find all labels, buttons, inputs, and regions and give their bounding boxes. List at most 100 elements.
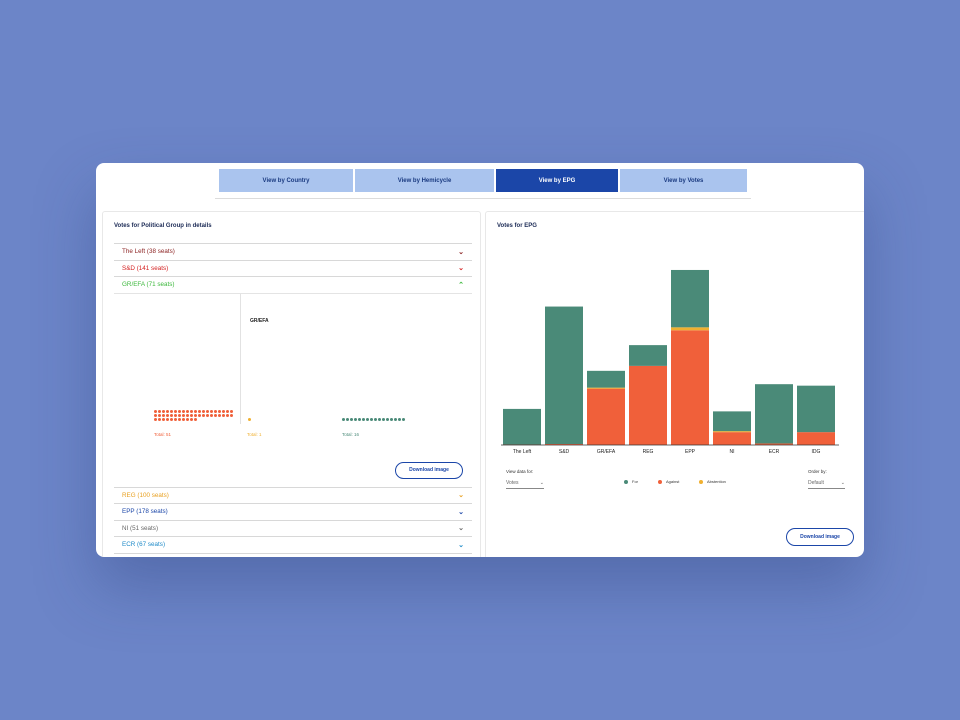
bar-segment-against[interactable] — [797, 432, 835, 445]
vote-dot — [214, 409, 217, 413]
vote-dot — [210, 409, 213, 413]
vote-dot — [362, 417, 365, 421]
vote-dot — [230, 413, 233, 417]
tab-view-by-country[interactable]: View by Country — [219, 169, 353, 192]
bar-segment-for[interactable] — [755, 384, 793, 444]
for-total: Total: 16 — [342, 431, 360, 437]
accordion-item-epp[interactable]: EPP (178 seats) ⌄ — [114, 503, 472, 520]
vote-dot — [186, 417, 189, 421]
order-by-value: Default — [808, 480, 824, 486]
vote-dot — [214, 413, 217, 417]
bar-segment-for[interactable] — [545, 306, 583, 445]
bar-segment-abstention[interactable] — [587, 387, 625, 389]
vote-dot — [178, 413, 181, 417]
accordion-item-ni[interactable]: NI (51 seats) ⌄ — [114, 519, 472, 537]
vote-dot — [354, 417, 357, 421]
vote-dot — [350, 417, 353, 421]
vote-dot — [186, 409, 189, 413]
group-name: GR/EFA — [250, 317, 269, 324]
chevron-down-icon: ⌄ — [458, 492, 464, 500]
tabs-divider — [215, 198, 751, 199]
chevron-down-icon: ⌄ — [458, 265, 464, 273]
vote-dot — [386, 417, 389, 421]
accordion-item-the-left[interactable]: The Left (38 seats) ⌄ — [114, 243, 472, 260]
legend-label: For — [632, 479, 638, 484]
legend-for: For — [624, 479, 638, 484]
bar-segment-for[interactable] — [671, 269, 709, 328]
accordion-item-gr-efa[interactable]: GR/EFA (71 seats) ⌃ — [114, 276, 472, 293]
tab-view-by-epg[interactable]: View by EPG — [496, 169, 618, 192]
vote-dot — [170, 417, 173, 421]
view-data-label: View data for: — [506, 469, 534, 474]
x-tick-label: REG — [643, 449, 654, 455]
accordion-label: The Left (38 seats) — [122, 248, 175, 256]
bar-segment-for[interactable] — [629, 345, 667, 366]
accordion-item-sd[interactable]: S&D (141 seats) ⌄ — [114, 259, 472, 277]
accordion-item-cut-off[interactable] — [114, 552, 472, 558]
bar-segment-for[interactable] — [587, 370, 625, 388]
accordion-label: ECR (67 seats) — [122, 541, 166, 549]
vote-dot — [366, 417, 369, 421]
download-image-button[interactable]: Download image — [786, 528, 854, 546]
order-by-label: Order by: — [808, 469, 827, 474]
vote-dot — [170, 413, 173, 417]
bar-segment-abstention[interactable] — [671, 327, 709, 331]
x-tick-label: GR/EFA — [597, 449, 616, 455]
vote-dot — [390, 417, 393, 421]
chevron-down-icon: ⌄ — [458, 525, 464, 533]
bar-segment-against[interactable] — [545, 444, 583, 445]
legend-abstention: Abstention — [699, 479, 726, 484]
view-data-select[interactable]: Votes ⌄ — [506, 480, 544, 489]
vote-dot — [190, 417, 193, 421]
vote-dot — [342, 417, 345, 421]
bar-segment-against[interactable] — [587, 388, 625, 445]
epg-stacked-bar-chart: The Left S&D GR/EFA REG EPP NI ECR IDG — [501, 269, 839, 455]
tab-view-by-hemicycle[interactable]: View by Hemicycle — [355, 169, 494, 192]
order-by-select[interactable]: Default ⌄ — [808, 480, 845, 489]
vote-dot — [178, 417, 181, 421]
vote-dot — [158, 413, 161, 417]
vote-dot — [248, 417, 251, 421]
for-dots — [342, 417, 405, 421]
bar-segment-against[interactable] — [755, 443, 793, 445]
x-tick-label: ECR — [769, 449, 780, 455]
accordion-item-ecr[interactable]: ECR (67 seats) ⌄ — [114, 536, 472, 553]
x-tick-label: IDG — [812, 449, 821, 455]
x-tick-label: EPP — [685, 449, 696, 455]
vote-dot — [194, 417, 197, 421]
download-image-button[interactable]: Download image — [395, 461, 463, 479]
accordion-label: REG (100 seats) — [122, 491, 169, 499]
vote-dot — [358, 417, 361, 421]
bar-segment-against[interactable] — [671, 330, 709, 445]
vote-dot — [202, 413, 205, 417]
vote-dot — [202, 409, 205, 413]
vote-dot — [198, 413, 201, 417]
chevron-down-icon: ⌄ — [840, 480, 845, 486]
bar-segment-for[interactable] — [797, 385, 835, 433]
tab-view-by-votes[interactable]: View by Votes — [620, 169, 747, 192]
vote-dot — [194, 409, 197, 413]
vote-dot — [174, 409, 177, 413]
vote-dot — [402, 417, 405, 421]
accordion-item-reg[interactable]: REG (100 seats) ⌄ — [114, 486, 472, 504]
bar-segment-for[interactable] — [503, 408, 541, 445]
chevron-down-icon: ⌄ — [458, 541, 464, 549]
chevron-up-icon: ⌃ — [458, 281, 464, 289]
chevron-down-icon: ⌄ — [458, 248, 464, 256]
accordion-label: NI (51 seats) — [122, 524, 159, 532]
bar-segment-abstention[interactable] — [713, 431, 751, 433]
vote-dot — [194, 413, 197, 417]
vote-dot — [222, 413, 225, 417]
abstain-total: Total: 1 — [247, 431, 262, 437]
vote-dot — [190, 409, 193, 413]
main-card: View by Country View by Hemicycle View b… — [96, 163, 864, 557]
bar-segment-against[interactable] — [629, 365, 667, 445]
epg-votes-panel: Votes for EPG The Left S&D GR/EFA REG EPP NI E… — [485, 211, 864, 557]
bar-segment-for[interactable] — [713, 411, 751, 432]
bar-segment-against[interactable] — [713, 432, 751, 445]
vote-dot — [170, 409, 173, 413]
vote-dot — [182, 413, 185, 417]
accordion-label: EPP (178 seats) — [122, 508, 168, 516]
vote-dot — [226, 413, 229, 417]
vote-dot — [174, 417, 177, 421]
